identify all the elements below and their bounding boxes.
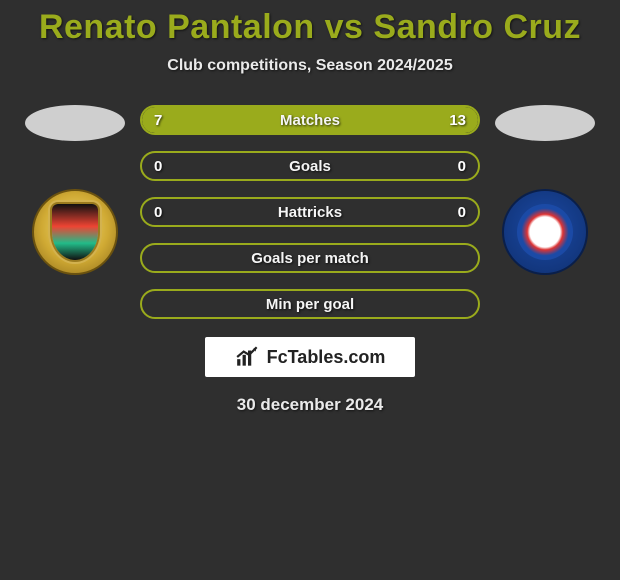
subtitle: Club competitions, Season 2024/2025 (167, 57, 452, 75)
comparison-row: 7 Matches 13 0 Goals 0 0 Hattricks 0 Goals per ma… (0, 105, 620, 319)
player-right-avatar (495, 105, 595, 141)
stat-value-right: 0 (458, 158, 466, 175)
stats-column: 7 Matches 13 0 Goals 0 0 Hattricks 0 Goals per ma… (135, 105, 485, 319)
left-player-col (15, 105, 135, 275)
club-badge-left-shield (52, 204, 98, 260)
club-badge-left (32, 189, 118, 275)
stat-bar: 7 Matches 13 (140, 105, 480, 135)
stat-bar: Min per goal (140, 289, 480, 319)
stat-label: Goals (289, 158, 331, 175)
club-badge-right: GVFC (502, 189, 588, 275)
watermark: FcTables.com (205, 337, 415, 377)
stat-value-right: 13 (449, 112, 466, 129)
chart-icon (235, 346, 261, 368)
watermark-text: FcTables.com (267, 347, 386, 368)
club-badge-right-text: GVFC (534, 228, 556, 237)
stat-value-left: 0 (154, 158, 162, 175)
stat-bar: 0 Hattricks 0 (140, 197, 480, 227)
stat-bar: 0 Goals 0 (140, 151, 480, 181)
stat-value-left: 7 (154, 112, 162, 129)
page-title: Renato Pantalon vs Sandro Cruz (39, 8, 581, 47)
stat-bar: Goals per match (140, 243, 480, 273)
stat-value-right: 0 (458, 204, 466, 221)
stat-label: Hattricks (278, 204, 342, 221)
stat-label: Goals per match (251, 250, 369, 267)
date: 30 december 2024 (237, 395, 384, 415)
stat-value-left: 0 (154, 204, 162, 221)
stat-label: Min per goal (266, 296, 354, 313)
right-player-col: GVFC (485, 105, 605, 275)
stat-label: Matches (280, 112, 340, 129)
club-badge-right-inner: GVFC (517, 204, 573, 260)
player-left-avatar (25, 105, 125, 141)
